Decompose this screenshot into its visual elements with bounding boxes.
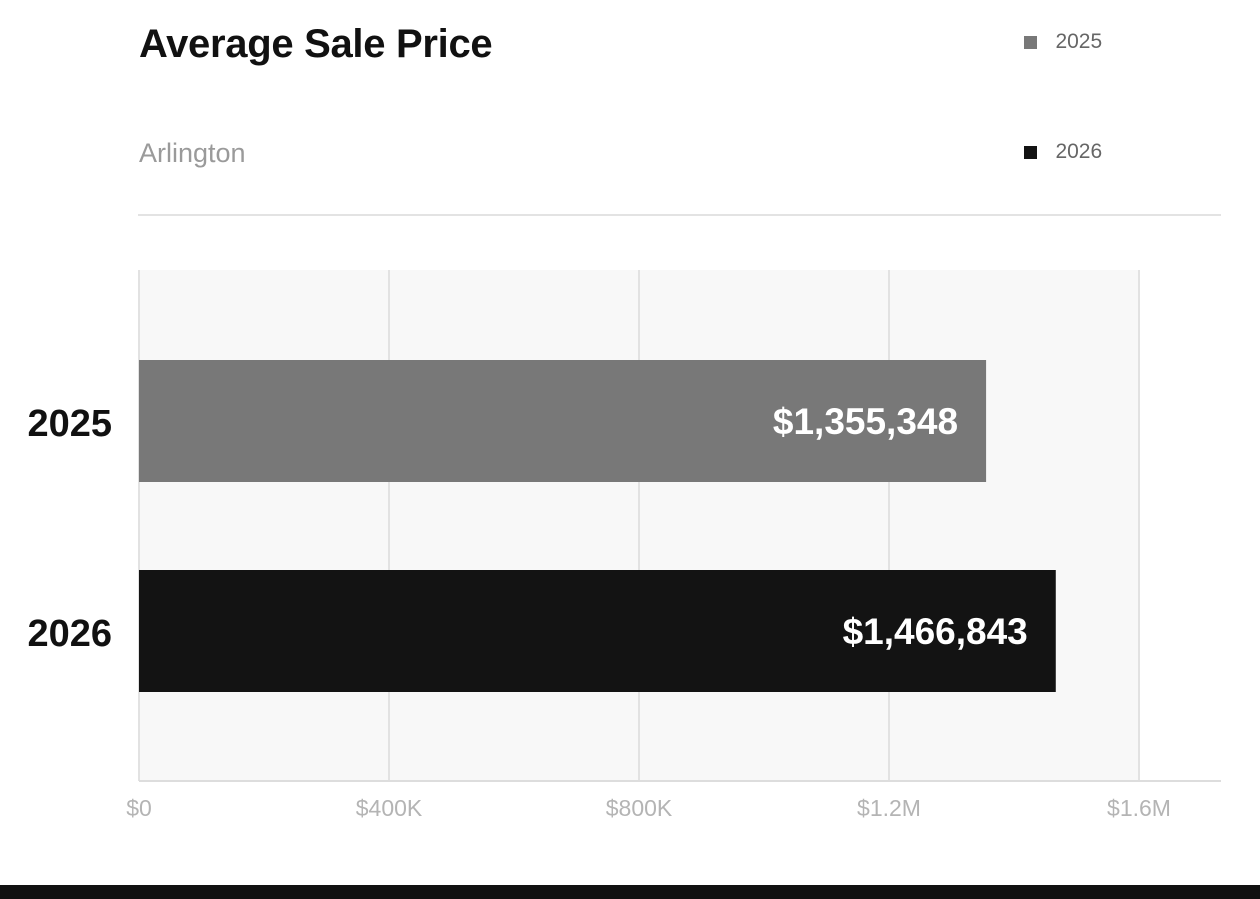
x-tick-label-0: $0: [126, 795, 152, 821]
category-label-2025: 2025: [27, 403, 112, 445]
x-tick-label-4: $1.6M: [1107, 795, 1171, 821]
data-label-2026: $1,466,843: [843, 611, 1028, 652]
x-tick-label-3: $1.2M: [857, 795, 921, 821]
x-tick-label-1: $400K: [356, 795, 423, 821]
chart-subtitle: Arlington: [139, 138, 246, 168]
chart-title: Average Sale Price: [139, 22, 493, 66]
footer-bar: [0, 885, 1260, 899]
legend-item-2025[interactable]: 2025: [1024, 30, 1102, 54]
legend-swatch-2025: [1024, 35, 1037, 49]
header-divider: [138, 214, 1221, 216]
bar-chart: $1,355,348 2025 $1,466,843 2026 $0 $400K $800K…: [27, 270, 1221, 821]
legend-label-2026: 2026: [1055, 140, 1103, 163]
legend-item-2026[interactable]: 2026: [1024, 140, 1102, 164]
legend-swatch-2026: [1024, 145, 1037, 159]
bar-2026: [139, 570, 1056, 692]
bar-2025: [139, 360, 987, 482]
x-tick-label-2: $800K: [606, 795, 673, 821]
legend-label-2025: 2025: [1055, 30, 1103, 53]
data-label-2025: $1,355,348: [773, 401, 958, 442]
category-label-2026: 2026: [27, 613, 112, 655]
